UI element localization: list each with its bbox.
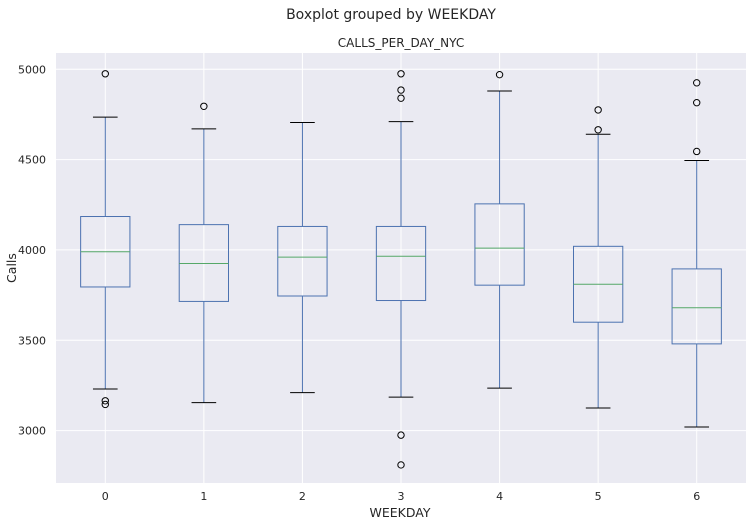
outlier-point xyxy=(693,98,701,107)
chart-title: CALLS_PER_DAY_NYC xyxy=(338,36,464,50)
outlier-point xyxy=(693,79,701,87)
outlier-point xyxy=(397,70,405,78)
box-group xyxy=(375,70,427,469)
box-iqr xyxy=(671,268,722,345)
x-tick-label: 3 xyxy=(398,490,405,503)
box-series xyxy=(80,70,722,469)
y-tick-label: 5000 xyxy=(18,63,46,76)
outlier-point xyxy=(101,70,109,78)
x-tick-labels: 0 1 2 3 4 5 6 xyxy=(102,490,700,503)
outlier-point xyxy=(495,70,504,79)
outlier-point xyxy=(594,126,602,134)
outlier-point xyxy=(594,106,602,114)
outlier-point xyxy=(101,400,109,409)
x-axis-label: WEEKDAY xyxy=(370,505,431,520)
outlier-point xyxy=(397,94,405,102)
outlier-point xyxy=(693,147,701,156)
box-group xyxy=(573,106,624,409)
box-iqr xyxy=(474,203,525,286)
x-tick-label: 0 xyxy=(102,490,109,503)
y-axis-label: Calls xyxy=(4,253,19,283)
y-tick-label: 4500 xyxy=(18,154,46,167)
x-tick-label: 1 xyxy=(200,490,207,503)
box-iqr xyxy=(277,225,328,297)
chart-suptitle: Boxplot grouped by WEEKDAY xyxy=(286,7,496,23)
outlier-point xyxy=(397,461,405,469)
box-iqr xyxy=(375,225,427,302)
outlier-point xyxy=(200,102,208,110)
x-tick-label: 4 xyxy=(496,490,503,503)
box-group xyxy=(80,70,131,409)
y-tick-label: 3500 xyxy=(18,334,46,347)
y-tick-label: 3000 xyxy=(18,425,46,438)
x-tick-label: 6 xyxy=(693,490,700,503)
outlier-point xyxy=(397,431,405,439)
box-group xyxy=(671,79,722,428)
box-group xyxy=(178,102,229,404)
y-tick-label: 4000 xyxy=(18,244,46,257)
outlier-point xyxy=(397,86,405,94)
box-group xyxy=(474,70,525,389)
outlier-point xyxy=(101,397,109,405)
y-tick-labels: 3000 3500 4000 4500 5000 xyxy=(18,63,46,437)
x-tick-label: 2 xyxy=(299,490,306,503)
box-group xyxy=(277,122,328,394)
x-tick-label: 5 xyxy=(595,490,602,503)
